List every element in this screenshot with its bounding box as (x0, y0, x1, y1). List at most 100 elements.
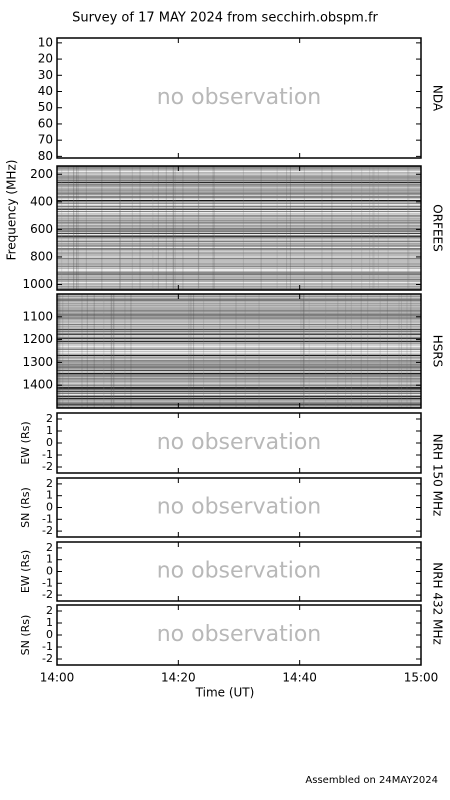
spectrogram-row (57, 315, 421, 316)
spectrogram-row (57, 299, 421, 300)
spectrogram-row (57, 405, 421, 406)
spectrogram-column (86, 294, 88, 408)
spectrogram-row (57, 229, 421, 230)
y-tick-label: -2 (42, 588, 53, 601)
spectrogram-row (57, 302, 421, 303)
spectrogram-row (57, 288, 421, 289)
spectrogram-row (57, 214, 421, 215)
x-tick-label: 14:40 (282, 671, 317, 685)
spectrogram-row (57, 241, 421, 242)
spectrogram-row (57, 180, 421, 181)
spectrogram-row (57, 362, 421, 363)
spectrogram-row (57, 335, 421, 336)
spectrogram-column (407, 166, 409, 290)
spectrogram-row (57, 327, 421, 328)
spectrogram-row (57, 380, 421, 381)
panel-y-label: SN (Rs) (19, 487, 32, 528)
spectrogram-column (152, 166, 154, 290)
y-tick-label: 30 (38, 68, 53, 82)
spectrogram-row (57, 238, 421, 239)
spectrogram-row (57, 402, 421, 403)
spectrogram-row (57, 406, 421, 407)
spectrogram-row (57, 317, 421, 318)
spectrogram-column (379, 294, 381, 408)
spectrogram-row (57, 321, 421, 322)
spectrogram-row (57, 272, 421, 273)
spectrogram-column (406, 294, 408, 408)
spectrogram-row (57, 267, 421, 268)
spectrogram-row (57, 210, 421, 211)
spectrogram-row (57, 208, 421, 209)
spectrogram-row (57, 203, 421, 204)
spectrogram-row (57, 376, 421, 377)
spectrogram-column (276, 166, 278, 290)
no-observation: no observation (157, 559, 322, 584)
spectrogram-row (57, 219, 421, 220)
spectrogram-row (57, 336, 421, 337)
spectrogram-row (57, 179, 421, 180)
y-tick-label: 10 (38, 35, 53, 49)
spectrogram-row (57, 332, 421, 333)
spectrogram-row (57, 374, 421, 375)
spectrogram-row (57, 282, 421, 283)
spectrogram-row (57, 383, 421, 384)
no-observation: no observation (157, 622, 322, 647)
spectrogram-row (57, 280, 421, 281)
spectrogram-row (57, 182, 421, 183)
spectrogram-column (331, 166, 333, 290)
spectrogram-row (57, 196, 421, 197)
spectrogram-column (213, 166, 215, 290)
spectrogram-row (57, 320, 421, 321)
spectrogram-row (57, 207, 421, 208)
spectrogram-row (57, 188, 421, 189)
spectrogram-row (57, 396, 421, 397)
spectrogram-row (57, 306, 421, 307)
spectrogram-row (57, 246, 421, 247)
spectrogram-row (57, 285, 421, 286)
y-tick-label: 1 (46, 424, 53, 437)
spectrogram-column (101, 166, 103, 290)
y-tick-label: -1 (42, 576, 53, 589)
spectrogram-row (57, 224, 421, 225)
spectrogram-column (345, 294, 347, 408)
spectrogram-row (57, 187, 421, 188)
spectrogram-row (57, 297, 421, 298)
spectrogram-row (57, 195, 421, 196)
spectrogram-row (57, 255, 421, 256)
y-tick-label: -1 (42, 448, 53, 461)
spectrogram-row (57, 307, 421, 308)
spectrogram-row (57, 169, 421, 170)
y-tick-label: 2 (46, 604, 53, 617)
spectrogram-column (61, 166, 63, 290)
spectrogram-row (57, 237, 421, 238)
y-tick-label: 1 (46, 553, 53, 566)
spectrogram-row (57, 331, 421, 332)
spectrogram-column (360, 294, 362, 408)
spectrogram-row (57, 234, 421, 235)
spectrogram-row (57, 251, 421, 252)
spectrogram-row (57, 252, 421, 253)
spectrogram-row (57, 318, 421, 319)
spectrogram-row (57, 204, 421, 205)
spectrogram-column (172, 166, 174, 290)
spectrogram-row (57, 227, 421, 228)
spectrogram-row (57, 368, 421, 369)
spectrogram-row (57, 247, 421, 248)
spectrogram-row (57, 388, 421, 389)
spectrogram-row (57, 354, 421, 355)
y-tick-label: 2 (46, 412, 53, 425)
spectrogram-row (57, 400, 421, 401)
spectrogram-row (57, 270, 421, 271)
spectrogram-row (57, 371, 421, 372)
y-tick-label: 1 (46, 616, 53, 629)
instrument-label: ORFEES (431, 204, 445, 251)
spectrogram-column (103, 294, 105, 408)
spectrogram-row (57, 242, 421, 243)
spectrogram-row (57, 334, 421, 335)
spectrogram-row (57, 257, 421, 258)
spectrogram-row (57, 279, 421, 280)
spectrogram-column (124, 294, 126, 408)
spectrogram-row (57, 271, 421, 272)
spectrogram-row (57, 310, 421, 311)
